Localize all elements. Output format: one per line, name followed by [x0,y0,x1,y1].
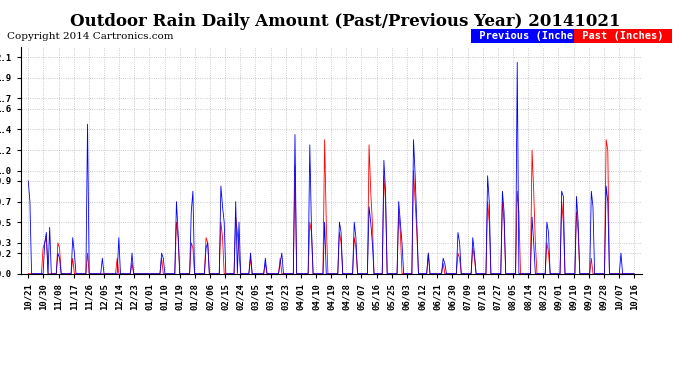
Text: Outdoor Rain Daily Amount (Past/Previous Year) 20141021: Outdoor Rain Daily Amount (Past/Previous… [70,13,620,30]
Text: Copyright 2014 Cartronics.com: Copyright 2014 Cartronics.com [7,32,173,41]
Text: Previous (Inches): Previous (Inches) [473,31,591,40]
Text: Past (Inches): Past (Inches) [576,31,670,40]
